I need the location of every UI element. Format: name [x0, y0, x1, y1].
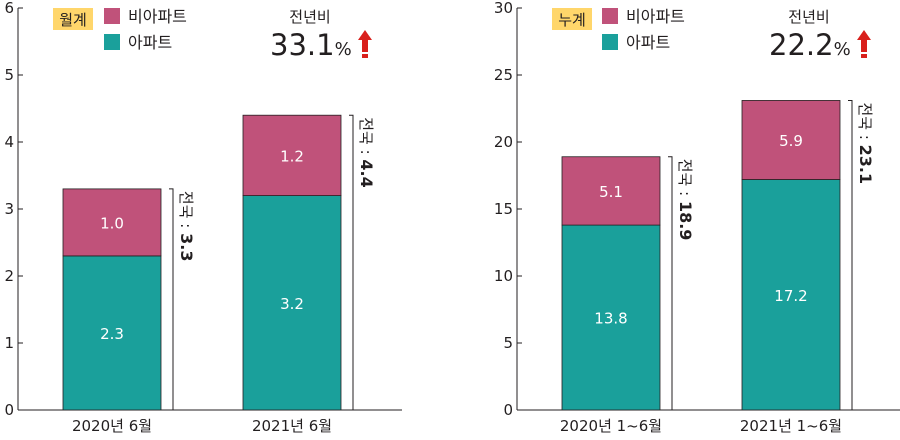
total-value: 18.9: [676, 201, 695, 240]
legend-swatch-non-apartment: [602, 8, 618, 24]
x-category-label: 2020년 6월: [72, 417, 152, 435]
legend-swatch-apartment: [602, 34, 618, 50]
bar-segment-non-apartment: [242, 114, 342, 196]
y-tick-label: 3: [4, 200, 14, 218]
x-category-label: 2020년 1~6월: [560, 417, 662, 435]
bar-segment-apartment: [561, 224, 661, 411]
legend-swatch-apartment: [104, 34, 120, 50]
bar-segment-apartment: [62, 255, 162, 411]
y-tick-label: 5: [4, 66, 14, 84]
yoy-unit: %: [834, 39, 851, 60]
x-category-label: 2021년 6월: [252, 417, 332, 435]
yoy-unit: %: [335, 39, 352, 60]
y-tick-label: 15: [494, 200, 513, 218]
cumulative-chart: 0 5 10 15 20 25 30 13.8 5.1 2020년 1~6월 전국 : 18.9 17…: [494, 0, 900, 435]
legend-swatch-non-apartment: [104, 8, 120, 24]
legend-label-apartment: 아파트: [626, 33, 670, 52]
up-arrow-icon: [358, 30, 372, 52]
badge-background: [552, 8, 592, 30]
x-category-label: 2021년 1~6월: [740, 417, 842, 435]
y-tick-label: 6: [4, 0, 14, 17]
total-prefix: 전국 :: [856, 102, 874, 144]
legend-label-apartment: 아파트: [128, 33, 172, 52]
y-tick-label: 0: [503, 401, 513, 419]
y-tick-label: 5: [503, 334, 513, 352]
up-arrow-icon: [857, 30, 871, 52]
total-bracket: [349, 114, 354, 411]
bar-segment-apartment: [242, 195, 342, 411]
total-label: 전국 : 18.9: [676, 159, 695, 241]
bar-segment-non-apartment: [561, 156, 661, 226]
yoy-value-text: 33.1%: [270, 28, 352, 62]
bar-segment-apartment: [741, 179, 841, 411]
y-tick-label: 30: [494, 0, 513, 17]
bar-value-label: 13.8: [594, 310, 627, 328]
badge-label: 누계: [558, 11, 586, 29]
bar-value-label: 1.0: [100, 214, 124, 232]
total-prefix: 전국 :: [357, 117, 375, 159]
up-arrow-base-icon: [861, 54, 867, 58]
total-bracket: [848, 99, 853, 411]
yoy-label: 전년비: [788, 8, 829, 26]
up-arrow-base-icon: [362, 54, 368, 58]
bar-value-label: 1.2: [280, 147, 304, 165]
total-label: 전국 : 3.3: [177, 191, 196, 262]
total-label: 전국 : 4.4: [357, 117, 376, 188]
badge-label: 월계: [59, 11, 87, 29]
total-bracket: [668, 156, 673, 411]
yoy-value: 33.1: [270, 28, 335, 62]
yoy-value: 22.2: [769, 28, 834, 62]
bar-value-label: 5.9: [779, 132, 803, 150]
badge-background: [53, 8, 93, 30]
bar-segment-non-apartment: [62, 188, 162, 257]
y-tick-label: 2: [4, 267, 14, 285]
bar-value-label: 5.1: [599, 183, 623, 201]
legend-label-non-apartment: 비아파트: [128, 7, 187, 26]
yoy-value-text: 22.2%: [769, 28, 851, 62]
bar-segment-non-apartment: [741, 100, 841, 180]
total-label: 전국 : 23.1: [856, 102, 875, 184]
monthly-chart: 0 1 2 3 4 5 6 2.3 1.0 2020년 6월 전국 : 3.3 3.2 1.2 2021년…: [4, 0, 402, 435]
y-tick-label: 4: [4, 133, 14, 151]
y-tick-label: 1: [4, 334, 14, 352]
bar-value-label: 2.3: [100, 325, 124, 343]
total-prefix: 전국 :: [177, 191, 195, 233]
legend-label-non-apartment: 비아파트: [626, 7, 685, 26]
total-value: 23.1: [856, 145, 875, 184]
total-value: 3.3: [177, 233, 196, 261]
bar-value-label: 17.2: [774, 287, 807, 305]
y-tick-label: 25: [494, 66, 513, 84]
bar-value-label: 3.2: [280, 295, 304, 313]
y-tick-label: 10: [494, 267, 513, 285]
y-tick-label: 20: [494, 133, 513, 151]
y-tick-label: 0: [4, 401, 14, 419]
total-prefix: 전국 :: [676, 159, 694, 201]
total-value: 4.4: [357, 159, 376, 187]
yoy-label: 전년비: [289, 8, 330, 26]
total-bracket: [169, 188, 174, 411]
